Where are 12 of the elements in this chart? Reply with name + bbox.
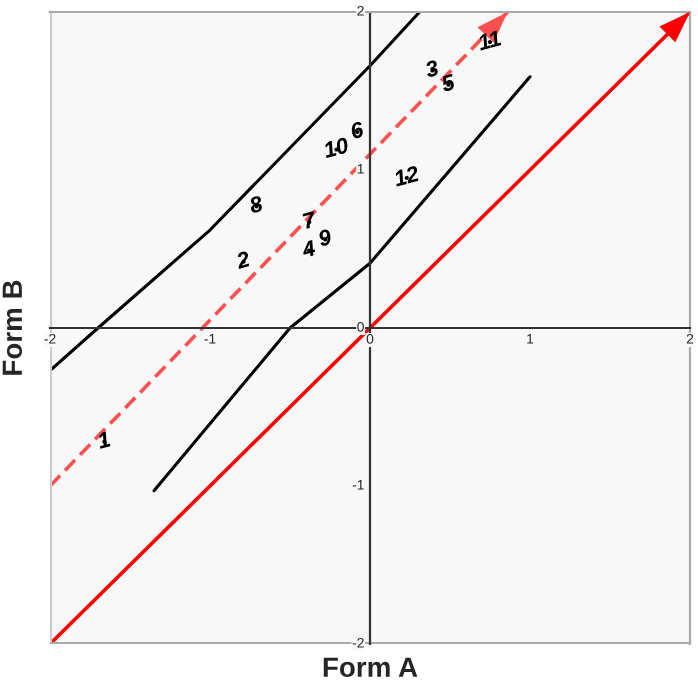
series-label: 6 xyxy=(349,121,365,140)
text: 10 xyxy=(322,136,350,159)
text: 4 xyxy=(300,239,317,258)
line-series xyxy=(152,75,532,493)
series-label: 5 xyxy=(440,73,457,92)
series-label: 9 xyxy=(317,228,333,247)
series-label: 8 xyxy=(248,195,264,214)
y-axis-title: Form B xyxy=(2,280,23,375)
x-axis-title: Form A xyxy=(323,657,418,678)
text: 11 xyxy=(476,30,502,51)
text: 12 xyxy=(392,165,421,187)
series-label: 3 xyxy=(424,59,440,78)
